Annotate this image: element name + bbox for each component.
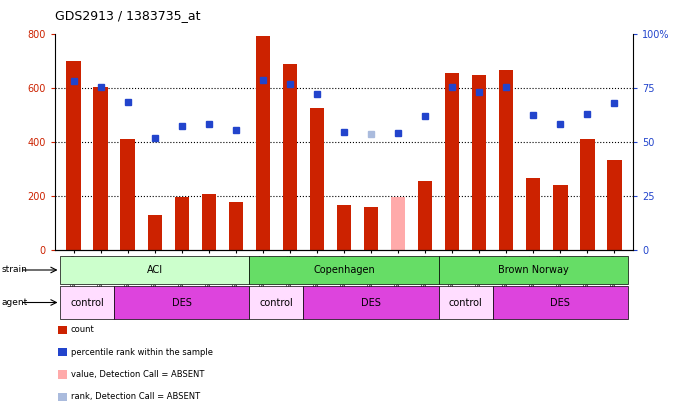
Bar	[336, 205, 351, 250]
Text: strain: strain	[1, 266, 27, 275]
Bar	[498, 70, 513, 250]
FancyBboxPatch shape	[115, 286, 250, 319]
Text: Brown Norway: Brown Norway	[498, 265, 568, 275]
Bar	[121, 139, 136, 250]
Text: count: count	[71, 326, 94, 335]
Text: DES: DES	[361, 298, 381, 307]
Bar	[445, 73, 460, 250]
Bar	[472, 75, 487, 250]
Bar	[256, 36, 271, 250]
FancyBboxPatch shape	[60, 256, 250, 284]
Text: percentile rank within the sample: percentile rank within the sample	[71, 348, 213, 357]
Text: DES: DES	[172, 298, 192, 307]
Text: value, Detection Call = ABSENT: value, Detection Call = ABSENT	[71, 370, 204, 379]
Bar	[283, 64, 298, 250]
Bar	[148, 215, 162, 250]
Text: ACI: ACI	[147, 265, 163, 275]
Text: GDS2913 / 1383735_at: GDS2913 / 1383735_at	[55, 9, 201, 22]
Bar	[363, 207, 378, 250]
FancyBboxPatch shape	[60, 286, 115, 319]
Text: control: control	[71, 298, 104, 307]
Bar	[94, 87, 108, 250]
Text: control: control	[260, 298, 294, 307]
Bar	[391, 197, 405, 250]
Bar	[228, 202, 243, 250]
Bar	[607, 160, 622, 250]
FancyBboxPatch shape	[439, 256, 628, 284]
Bar	[310, 108, 324, 250]
Text: Copenhagen: Copenhagen	[313, 265, 375, 275]
Bar	[553, 185, 567, 250]
FancyBboxPatch shape	[304, 286, 439, 319]
Text: control: control	[449, 298, 483, 307]
Bar	[201, 194, 216, 250]
FancyBboxPatch shape	[439, 286, 492, 319]
Bar	[580, 139, 595, 250]
Text: agent: agent	[1, 298, 28, 307]
Bar	[525, 179, 540, 250]
FancyBboxPatch shape	[250, 256, 439, 284]
FancyBboxPatch shape	[250, 286, 304, 319]
Bar	[174, 196, 189, 250]
FancyBboxPatch shape	[492, 286, 628, 319]
Text: rank, Detection Call = ABSENT: rank, Detection Call = ABSENT	[71, 392, 200, 401]
Bar	[418, 181, 433, 250]
Bar	[66, 61, 81, 250]
Text: DES: DES	[550, 298, 570, 307]
